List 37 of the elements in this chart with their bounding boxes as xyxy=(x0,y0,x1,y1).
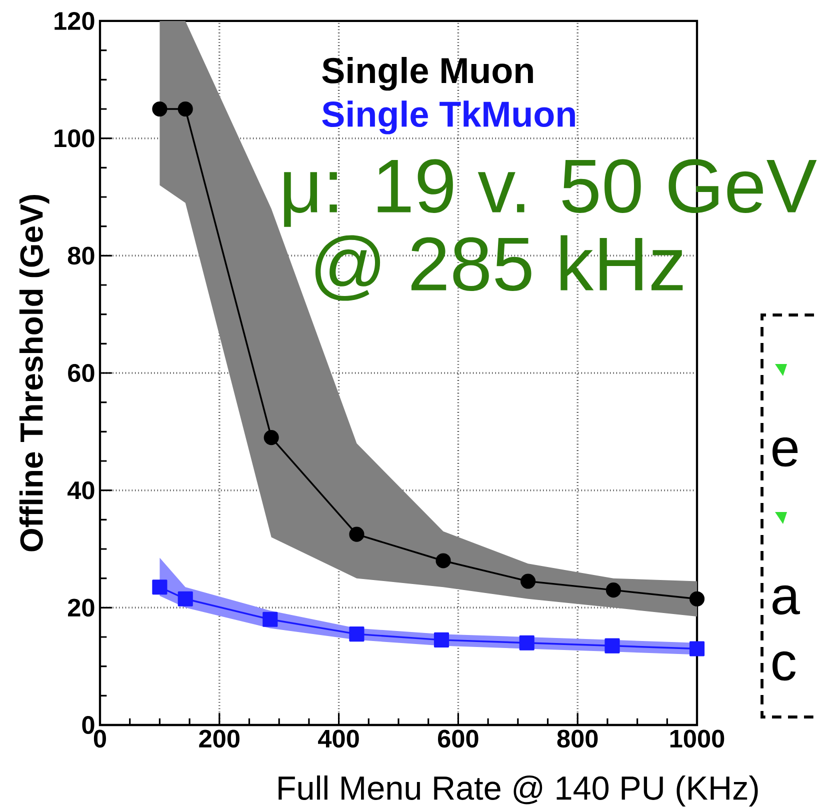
point xyxy=(604,638,620,654)
point xyxy=(349,526,364,542)
x-tick-label: 0 xyxy=(94,730,106,748)
point xyxy=(689,591,705,606)
y-tick-label: 120 xyxy=(54,12,94,30)
point xyxy=(152,101,168,117)
annotation: @ 285 kHz xyxy=(315,235,683,301)
point xyxy=(262,612,278,627)
text: Single Muon xyxy=(322,56,533,91)
text: a xyxy=(772,585,800,615)
x-axis-title: Full Menu Rate @ 140 PU (KHz) xyxy=(278,775,758,807)
text: c xyxy=(772,651,796,681)
x-tick-label: 200 xyxy=(199,730,240,748)
point xyxy=(436,553,451,568)
y-tick-label: 40 xyxy=(68,481,94,500)
x-tick-label: 1000 xyxy=(670,730,724,748)
point xyxy=(689,641,705,656)
text: e xyxy=(772,437,798,467)
x-tick-label: 400 xyxy=(318,730,359,748)
point xyxy=(606,582,621,598)
point xyxy=(264,430,279,446)
x-tick-label: 600 xyxy=(438,730,478,748)
point xyxy=(434,632,450,648)
y-tick-label: 60 xyxy=(68,364,94,382)
y-tick-label: 100 xyxy=(54,129,94,148)
text: Single TkMuon xyxy=(322,100,575,134)
point xyxy=(519,635,534,650)
x-tick-label: 800 xyxy=(557,730,598,748)
point xyxy=(178,591,193,606)
y-axis-title: Offline Threshold (GeV) xyxy=(19,195,50,552)
point xyxy=(152,580,168,595)
y-tick-label: 80 xyxy=(68,246,94,265)
y-tick-label: 20 xyxy=(68,598,94,617)
point xyxy=(349,626,364,642)
point xyxy=(520,574,536,589)
y-tick-label: 0 xyxy=(82,716,94,734)
point xyxy=(178,101,193,117)
